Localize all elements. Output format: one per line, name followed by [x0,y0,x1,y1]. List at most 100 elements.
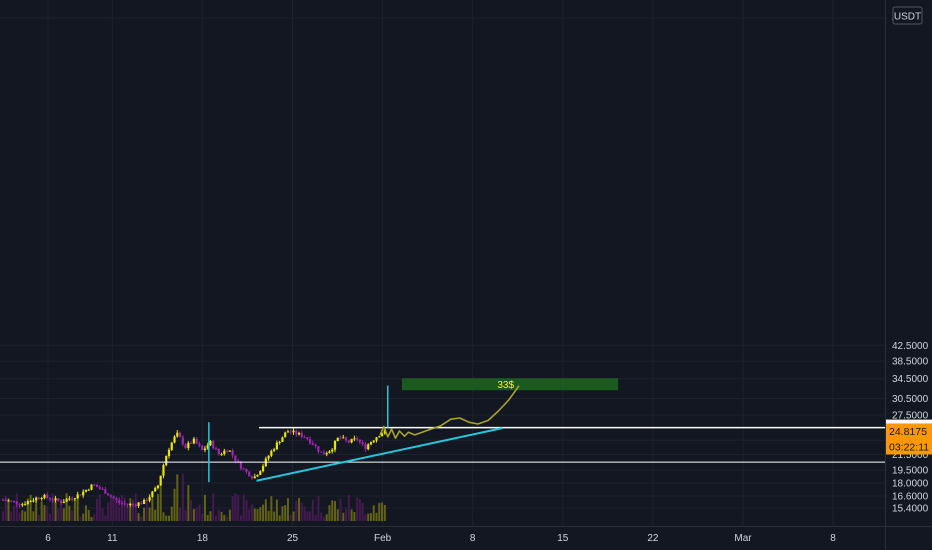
volume-bar [29,494,32,521]
candle-body [331,449,334,452]
candle-body [7,500,10,502]
candle-body [126,503,129,505]
candle-body [95,484,99,488]
candle-body [131,504,135,506]
candle-body [203,448,207,451]
last-price-label: 24.8175 [889,426,927,438]
volume-bar [284,505,287,521]
candle-body [98,487,101,489]
volume-bar [173,488,176,521]
volume-bar [217,509,220,521]
candle-body [118,500,121,504]
volume-bar [4,495,7,521]
y-tick-label: 38.5000 [892,357,929,368]
volume-bar [156,494,159,521]
volume-bar [250,504,253,521]
time-axis[interactable]: 6 11 18 25 Feb 8 15 22 Mar 8 [45,533,836,544]
target-zone[interactable] [401,378,619,391]
candle-body [48,497,52,500]
candle-body [173,436,176,443]
candle-body [15,501,18,505]
volume-bar [358,498,361,521]
volume-bar [248,509,251,521]
candle-body [43,494,46,499]
candle-body [18,504,21,506]
candle-body [115,498,118,501]
candle-body [214,448,218,450]
candle-body [104,489,107,494]
volume-bar [96,498,99,521]
volume-bar [181,473,184,521]
candle-body [356,438,359,440]
volume-bar [170,506,173,521]
last-price-badge [886,423,932,455]
candlestick-series[interactable] [1,427,386,508]
volume-bar [7,498,10,521]
candle-body [300,432,303,438]
volume-bar [60,499,63,521]
candle-body [350,438,353,443]
candle-body [73,498,76,500]
candle-body [68,498,71,500]
candle-body [347,440,350,443]
candle-body [84,489,88,492]
candle-body [231,450,234,456]
volume-bar [350,509,353,521]
currency-unit[interactable]: USDT [892,6,923,25]
x-tick-label: 11 [107,533,118,544]
candle-body [4,499,7,501]
candle-body [261,466,265,472]
target-label: 33$ [497,380,514,391]
currency-unit-box [892,6,923,25]
candle-body [270,450,273,456]
volume-bar [79,516,82,521]
volume-bar [195,507,198,521]
volume-bar [256,509,259,521]
volume-bar [353,511,356,521]
candle-body [192,438,195,444]
volume-bar [242,494,245,521]
volume-bar [264,499,267,521]
candle-body [308,439,312,444]
candle-body [107,493,110,496]
candle-body [65,499,68,502]
candle-body [223,450,226,455]
y-tick-label: 21.5000 [892,450,929,461]
candle-body [380,433,384,437]
y-tick-label: 18.0000 [892,478,929,489]
candle-body [123,503,126,505]
candle-body [361,442,364,445]
x-tick-label: Feb [374,533,392,544]
volume-bar [369,513,372,521]
candle-body [212,440,215,449]
candle-body [217,448,220,455]
volume-bar [101,508,104,521]
volume-bar [68,505,71,521]
candle-body [220,454,223,456]
volume-bar [46,506,49,521]
candle-body [184,444,187,449]
candle-body [151,491,154,497]
candle-body [314,444,317,447]
candle-body [242,468,245,470]
volume-bar [159,483,162,521]
candle-body [311,443,314,445]
candle-body [145,499,148,501]
candle-body [140,502,143,504]
volume-bar [372,505,375,521]
volume-bar [57,508,60,521]
ascending-trendline[interactable] [256,427,503,482]
x-tick-label: 6 [45,533,51,544]
candle-body [21,504,24,506]
candle-body [372,440,375,443]
volume-bar [24,511,27,521]
volume-bar [228,509,231,521]
drawing-layer[interactable]: 33$ [0,378,885,483]
candle-body [273,449,276,451]
candle-body [167,449,171,457]
projection-path[interactable] [379,385,520,440]
candle-body [76,494,79,499]
volume-bar [192,508,195,521]
